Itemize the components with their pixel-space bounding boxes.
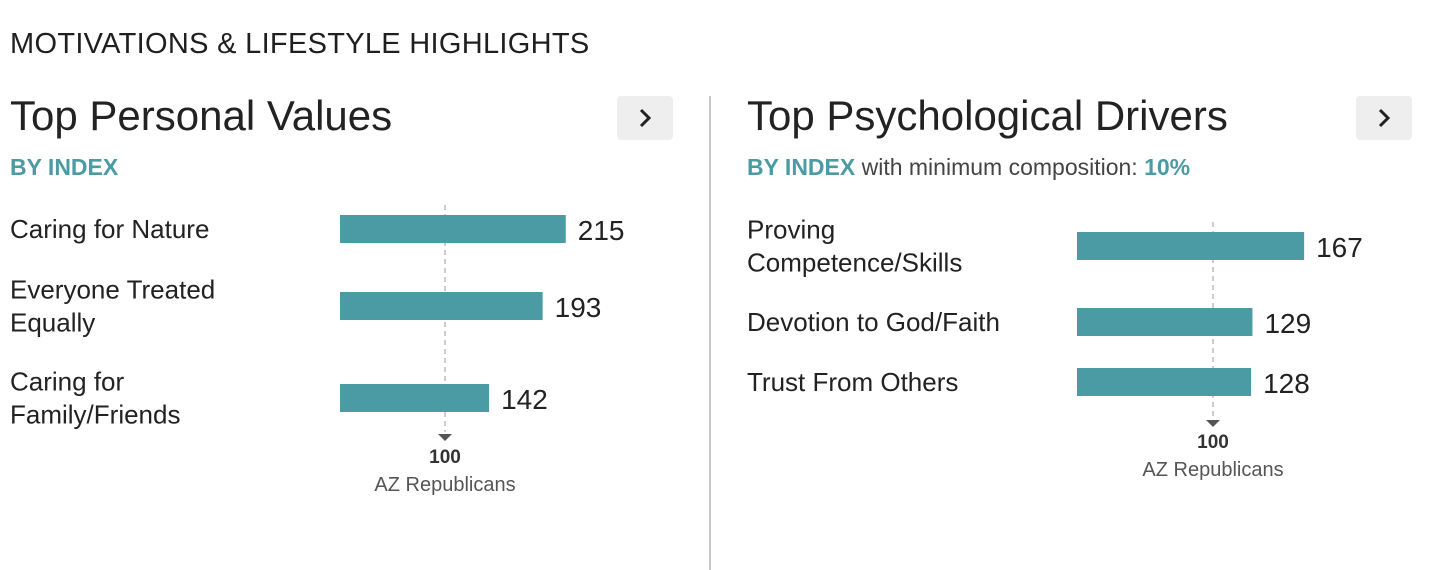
next-button[interactable] [617, 96, 673, 140]
panel-title: Top Psychological Drivers [747, 92, 1228, 139]
category-label: Trust From Others [747, 367, 958, 397]
bar-value: 215 [578, 215, 625, 246]
bar [340, 292, 543, 320]
panel-title: Top Personal Values [10, 92, 393, 139]
bar-value: 142 [501, 384, 548, 415]
bar-value: 129 [1264, 308, 1311, 339]
subtitle-min-composition-value: 10% [1144, 154, 1191, 180]
category-label: Proving [747, 215, 835, 245]
bar [1077, 308, 1253, 336]
bar-value: 167 [1316, 232, 1363, 263]
panel-subtitle: BY INDEX [10, 154, 118, 181]
subtitle-by-index: BY INDEX [10, 154, 119, 180]
bar-value: 128 [1263, 368, 1310, 399]
category-label: Family/Friends [10, 400, 180, 430]
category-label: Equally [10, 308, 95, 338]
personal-values-chart: 215 Caring for Nature 193 Everyone TreatedE… [10, 205, 625, 496]
chevron-right-icon [639, 108, 652, 128]
reference-value: 100 [1197, 432, 1229, 453]
category-label: Caring for [10, 367, 124, 397]
category-label: Devotion to God/Faith [747, 307, 1000, 337]
panel-subtitle: BY INDEX with minimum composition: 10% [747, 154, 1190, 181]
reference-label: AZ Republicans [374, 474, 515, 496]
subtitle-min-composition: with minimum composition: [861, 154, 1138, 180]
category-label: Competence/Skills [747, 248, 962, 278]
next-button[interactable] [1356, 96, 1412, 140]
reference-value: 100 [429, 447, 461, 468]
bar [1077, 368, 1252, 396]
bar [340, 384, 490, 412]
bar-value: 193 [555, 292, 602, 323]
subtitle-by-index: BY INDEX [747, 154, 856, 180]
section-title: MOTIVATIONS & LIFESTYLE HIGHLIGHTS [10, 28, 590, 60]
reference-marker-icon [1206, 420, 1220, 427]
reference-marker-icon [438, 434, 452, 441]
panel-divider [709, 96, 711, 570]
bar [340, 215, 566, 243]
category-label: Everyone Treated [10, 275, 215, 305]
bar [1077, 232, 1305, 260]
reference-label: AZ Republicans [1142, 459, 1283, 481]
chevron-right-icon [1378, 108, 1391, 128]
category-label: Caring for Nature [10, 214, 209, 244]
